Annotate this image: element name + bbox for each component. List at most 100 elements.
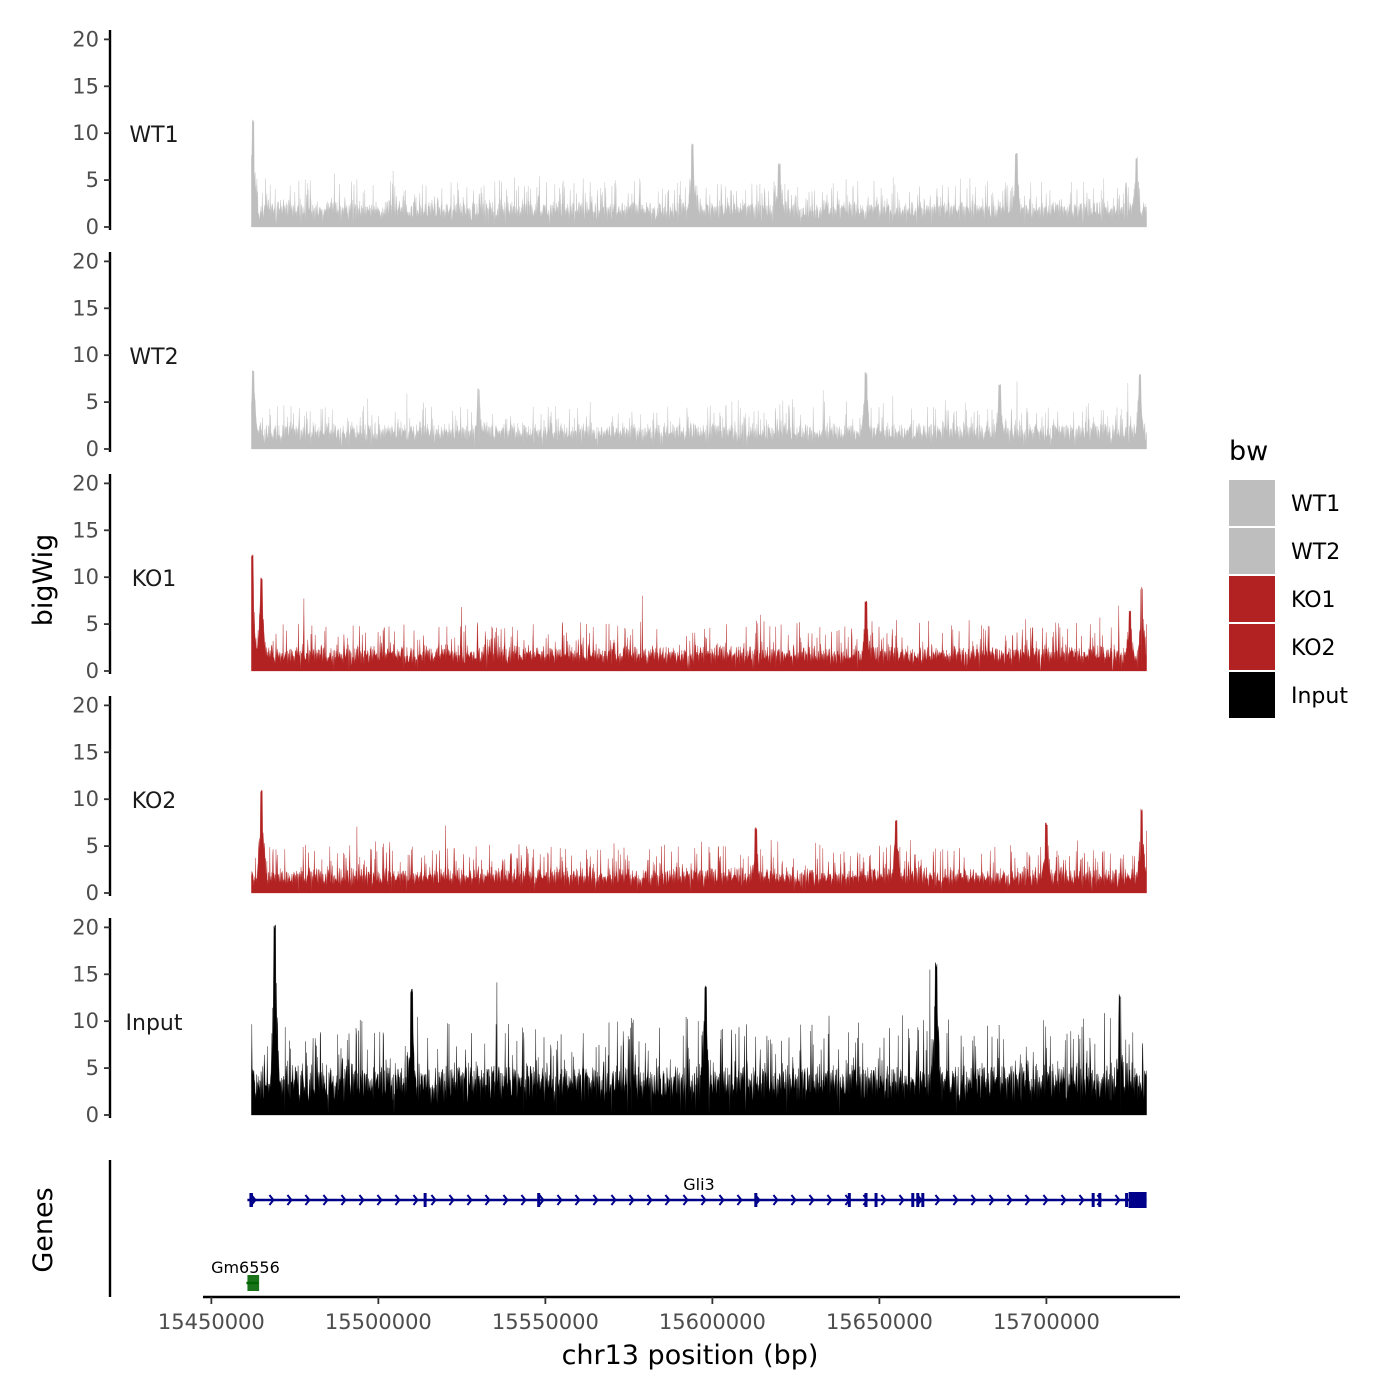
track-label-wt1: WT1 <box>129 123 178 148</box>
y-tick-label-ko1-20: 20 <box>72 471 99 495</box>
gene-gli3-strand-arrow <box>1060 1194 1067 1206</box>
signal-tracks: 0 5 10 15 20 WT1 0 5 10 15 20 WT2 0 5 10 15 20 KO1 0 5 10 15 2… <box>72 27 1147 1127</box>
gene-gli3-utr-block <box>1128 1192 1147 1208</box>
track-ko1: 0 5 10 15 20 KO1 <box>72 471 1147 683</box>
y-tick-label-ko2-0: 0 <box>86 881 99 905</box>
y-tick-label-wt1-20: 20 <box>72 27 99 51</box>
signal-area-ko1 <box>251 554 1147 672</box>
gene-gli3-strand-arrow <box>322 1194 329 1206</box>
gene-gli3: Gli3 <box>247 1175 1147 1208</box>
x-tick-label-15500000: 15500000 <box>325 1310 432 1334</box>
gene-gli3-exon <box>754 1193 758 1207</box>
track-wt2: 0 5 10 15 20 WT2 <box>72 249 1147 461</box>
y-tick-label-wt1-10: 10 <box>72 121 99 145</box>
gene-gli3-strand-arrow <box>358 1194 365 1206</box>
y-tick-label-input-5: 5 <box>86 1056 99 1080</box>
gene-gm6556-label: Gm6556 <box>211 1258 280 1277</box>
signal-area-wt1 <box>251 119 1147 228</box>
gene-gli3-strand-arrow <box>1006 1194 1013 1206</box>
genes-track: Gli3 Gm6556 <box>108 1160 1147 1297</box>
gene-gli3-strand-arrow <box>664 1194 671 1206</box>
gene-gli3-strand-arrow <box>772 1194 779 1206</box>
gene-gli3-strand-arrow <box>1042 1194 1049 1206</box>
gene-gli3-strand-arrow <box>502 1194 509 1206</box>
gene-gli3-strand-arrow <box>934 1194 941 1206</box>
gene-gli3-strand-arrow <box>520 1194 527 1206</box>
gene-gli3-strand-arrow <box>970 1194 977 1206</box>
y-tick-label-wt2-5: 5 <box>86 390 99 414</box>
y-tick-label-input-15: 15 <box>72 962 99 986</box>
gene-gli3-strand-arrow <box>268 1194 275 1206</box>
y-tick-label-input-0: 0 <box>86 1103 99 1127</box>
y-tick-label-wt1-15: 15 <box>72 74 99 98</box>
y-tick-label-wt2-15: 15 <box>72 296 99 320</box>
track-label-ko1: KO1 <box>132 567 177 592</box>
gene-gli3-strand-arrow <box>880 1194 887 1206</box>
gene-gli3-strand-arrow <box>1078 1194 1085 1206</box>
gene-gli3-exon <box>537 1193 541 1207</box>
gene-gm6556: Gm6556 <box>211 1258 280 1291</box>
x-axis: 15450000 15500000 15550000 15600000 15650000… <box>158 1295 1180 1334</box>
y-tick-label-wt2-10: 10 <box>72 343 99 367</box>
y-tick-label-wt1-5: 5 <box>86 168 99 192</box>
legend-label-wt2: WT2 <box>1291 540 1340 565</box>
track-wt1: 0 5 10 15 20 WT1 <box>72 27 1147 239</box>
gene-gli3-exon <box>921 1193 925 1207</box>
x-tick-label-15550000: 15550000 <box>492 1310 599 1334</box>
legend-title: bw <box>1229 436 1268 467</box>
signal-area-wt2 <box>251 370 1147 450</box>
y-tick-label-ko1-10: 10 <box>72 565 99 589</box>
y-tick-label-wt2-0: 0 <box>86 437 99 461</box>
legend-label-input: Input <box>1291 684 1348 709</box>
y-tick-label-ko2-15: 15 <box>72 740 99 764</box>
legend-swatch-wt2 <box>1229 528 1275 574</box>
legend: bw WT1 WT2 KO1 KO2 Input <box>1229 436 1348 718</box>
gene-gli3-strand-arrow <box>646 1194 653 1206</box>
y-tick-label-wt1-0: 0 <box>86 215 99 239</box>
gene-gli3-strand-arrow <box>340 1194 347 1206</box>
legend-swatch-input <box>1229 672 1275 718</box>
gene-gli3-start-exon <box>249 1193 253 1207</box>
y-tick-label-input-20: 20 <box>72 915 99 939</box>
gene-gli3-exon <box>874 1193 878 1207</box>
legend-swatch-wt1 <box>1229 480 1275 526</box>
genes-axis-title: Genes <box>28 1187 59 1272</box>
legend-label-ko1: KO1 <box>1291 588 1336 613</box>
y-axis-title: bigWig <box>28 534 59 627</box>
gene-gli3-exon <box>911 1193 915 1207</box>
gene-gli3-exon <box>916 1193 920 1207</box>
gene-gli3-strand-arrow <box>430 1194 437 1206</box>
gene-gli3-strand-arrow <box>808 1194 815 1206</box>
gene-gli3-strand-arrow <box>988 1194 995 1206</box>
y-tick-label-ko2-10: 10 <box>72 787 99 811</box>
gene-gli3-strand-arrow <box>556 1194 563 1206</box>
x-axis-title: chr13 position (bp) <box>562 1340 819 1371</box>
gene-gli3-strand-arrow <box>466 1194 473 1206</box>
signal-area-input <box>251 924 1147 1116</box>
gene-gli3-strand-arrow <box>736 1194 743 1206</box>
gene-gli3-strand-arrow <box>610 1194 617 1206</box>
gene-gli3-strand-arrow <box>286 1194 293 1206</box>
gene-gli3-strand-arrow <box>412 1194 419 1206</box>
gene-gli3-strand-arrow <box>376 1194 383 1206</box>
y-tick-label-ko2-20: 20 <box>72 693 99 717</box>
x-tick-label-15650000: 15650000 <box>826 1310 933 1334</box>
gene-gli3-strand-arrow <box>484 1194 491 1206</box>
y-tick-label-wt2-20: 20 <box>72 249 99 273</box>
y-tick-label-ko1-15: 15 <box>72 518 99 542</box>
y-tick-label-input-10: 10 <box>72 1009 99 1033</box>
legend-label-ko2: KO2 <box>1291 636 1336 661</box>
track-input: 0 5 10 15 20 Input <box>72 915 1147 1127</box>
gene-gli3-exon <box>423 1193 427 1207</box>
gene-gli3-strand-arrow <box>574 1194 581 1206</box>
track-label-input: Input <box>126 1011 183 1036</box>
legend-swatch-ko2 <box>1229 624 1275 670</box>
gene-gli3-strand-arrow <box>628 1194 635 1206</box>
gene-gli3-strand-arrow <box>1024 1194 1031 1206</box>
gene-gli3-exon <box>847 1193 851 1207</box>
gene-gli3-strand-arrow <box>394 1194 401 1206</box>
gene-gli3-exon <box>1091 1193 1095 1207</box>
gene-gli3-strand-arrow <box>592 1194 599 1206</box>
gene-gli3-strand-arrow <box>538 1194 545 1206</box>
